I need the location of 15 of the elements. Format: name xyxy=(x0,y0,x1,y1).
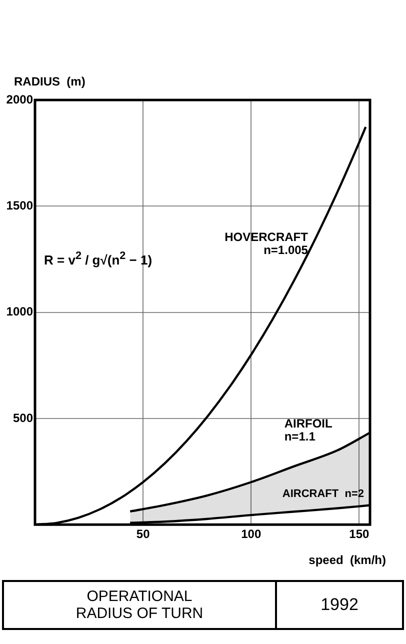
text: OPERATIONAL RADIUS OF TURN xyxy=(4,582,277,628)
y-tick-label: 500 xyxy=(12,410,34,425)
x-tick-label: 150 xyxy=(349,527,370,542)
y-axis-title: RADIUS (m) xyxy=(14,74,86,88)
y-tick-label: 2000 xyxy=(6,92,34,106)
annotation: R = v$^{2}$ / g√(n$^{2}$ − 1) xyxy=(44,250,152,268)
x-tick-label: 50 xyxy=(136,527,150,542)
y-tick-label: 1500 xyxy=(6,198,34,212)
text: 1992 xyxy=(320,594,360,616)
series-label: HOVERCRAFT n=1.005 xyxy=(224,230,309,257)
series-label: AIRCRAFT n=2 xyxy=(282,488,364,500)
x-axis-title: speed (km/h) xyxy=(308,552,386,567)
y-tick-label: 1000 xyxy=(6,304,34,319)
series-label: AIRFOIL n=1.1 xyxy=(284,416,332,444)
x-tick-label: 100 xyxy=(241,527,262,542)
